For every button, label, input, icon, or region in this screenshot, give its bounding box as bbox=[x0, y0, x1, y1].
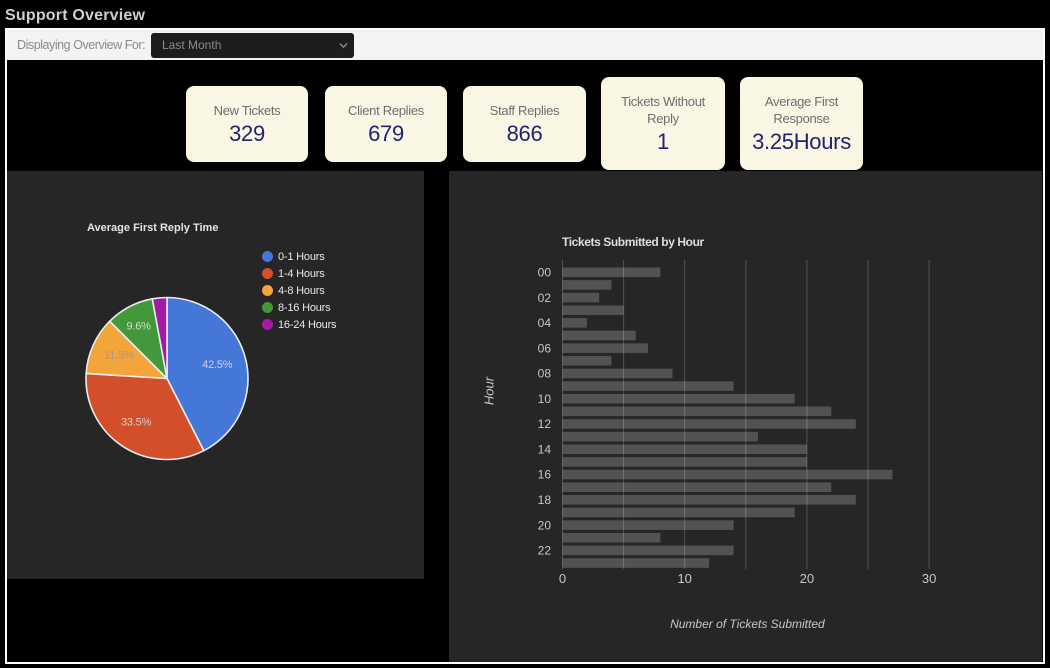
svg-text:30: 30 bbox=[922, 571, 936, 586]
svg-text:18: 18 bbox=[538, 493, 552, 507]
svg-text:20: 20 bbox=[538, 518, 552, 532]
svg-text:00: 00 bbox=[538, 266, 552, 280]
svg-text:33.5%: 33.5% bbox=[121, 416, 152, 428]
svg-text:11.5%: 11.5% bbox=[104, 349, 134, 361]
svg-text:02: 02 bbox=[538, 291, 552, 305]
svg-text:08: 08 bbox=[538, 367, 552, 381]
svg-text:12: 12 bbox=[538, 417, 552, 431]
svg-text:42.5%: 42.5% bbox=[202, 359, 233, 371]
svg-text:22: 22 bbox=[538, 544, 552, 558]
svg-text:10: 10 bbox=[677, 571, 691, 586]
svg-text:0: 0 bbox=[559, 571, 566, 586]
svg-text:9.6%: 9.6% bbox=[126, 321, 151, 333]
svg-text:20: 20 bbox=[800, 571, 814, 586]
svg-text:Hour: Hour bbox=[482, 376, 497, 405]
svg-text:Number of Tickets Submitted: Number of Tickets Submitted bbox=[670, 617, 825, 631]
svg-text:10: 10 bbox=[538, 392, 552, 406]
svg-text:04: 04 bbox=[538, 316, 552, 330]
svg-text:16: 16 bbox=[538, 468, 552, 482]
svg-text:06: 06 bbox=[538, 341, 552, 355]
svg-text:14: 14 bbox=[538, 443, 552, 457]
